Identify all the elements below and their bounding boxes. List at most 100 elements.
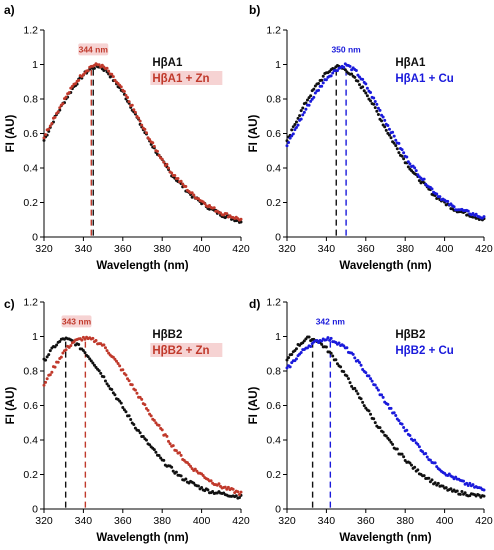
data-point — [176, 177, 180, 181]
data-point — [359, 363, 363, 367]
data-point — [70, 84, 74, 88]
data-point — [380, 393, 384, 397]
x-axis-title: Wavelength (nm) — [339, 260, 431, 272]
data-point — [291, 125, 295, 129]
data-point — [353, 75, 357, 79]
data-point — [178, 451, 182, 455]
data-point — [67, 91, 71, 95]
data-point — [394, 138, 398, 142]
x-tick-label: 360 — [114, 515, 132, 527]
data-point — [143, 403, 147, 407]
data-point — [293, 122, 297, 126]
data-point — [168, 442, 172, 446]
data-point — [152, 448, 156, 452]
data-point — [179, 179, 183, 183]
data-point — [307, 103, 311, 107]
data-point — [203, 202, 207, 206]
y-tick-label: 0.4 — [23, 163, 38, 175]
data-point — [234, 494, 238, 498]
data-point — [285, 144, 289, 148]
y-tick-label: 1.2 — [23, 297, 38, 309]
data-point — [375, 386, 379, 390]
x-tick-label: 360 — [357, 515, 375, 527]
data-point — [381, 430, 385, 434]
data-point — [160, 428, 164, 432]
data-point — [446, 199, 450, 203]
data-point — [299, 109, 303, 113]
data-point — [466, 483, 470, 487]
data-point — [225, 212, 229, 216]
data-point — [395, 447, 399, 451]
data-point — [433, 461, 437, 465]
data-point — [345, 374, 349, 378]
data-point — [146, 408, 150, 412]
x-tick-label: 340 — [75, 243, 93, 255]
data-point — [369, 377, 373, 381]
data-point — [394, 413, 398, 417]
data-point — [167, 439, 171, 443]
data-point — [135, 391, 139, 395]
x-tick-label: 360 — [357, 243, 375, 255]
legend-entry: HβA1 — [152, 57, 183, 69]
data-point — [107, 69, 111, 73]
data-point — [400, 422, 404, 426]
data-point — [42, 383, 46, 387]
data-point — [438, 195, 442, 199]
data-point — [55, 343, 59, 347]
y-tick-label: 0.2 — [23, 197, 38, 209]
data-point — [334, 358, 338, 362]
data-point — [301, 106, 305, 110]
data-point — [58, 106, 62, 110]
data-point — [294, 125, 298, 129]
data-point — [83, 351, 87, 355]
data-point — [174, 449, 178, 453]
data-point — [365, 86, 369, 90]
data-point — [45, 377, 49, 381]
data-point — [211, 490, 215, 494]
data-point — [288, 365, 292, 369]
chart-panel-3: c) 0 0.2 0.4 0.6 0.8 1 1.2 320 340 360 380 400 420 Wav… — [4, 297, 250, 545]
y-tick-label: 0.4 — [23, 435, 38, 447]
data-point — [367, 374, 371, 378]
data-point — [367, 409, 371, 413]
y-tick-label: 0.2 — [23, 469, 38, 481]
data-point — [482, 494, 486, 498]
data-point — [482, 215, 486, 219]
data-point — [381, 115, 385, 119]
data-point — [449, 487, 453, 491]
data-point — [413, 465, 417, 469]
data-point — [356, 358, 360, 362]
data-point — [206, 488, 210, 492]
data-point — [137, 116, 141, 120]
data-point — [433, 481, 437, 485]
data-point — [369, 90, 373, 94]
data-point — [103, 346, 107, 350]
y-tick-label: 1.2 — [266, 25, 281, 37]
data-point — [290, 128, 294, 132]
data-point — [86, 69, 90, 73]
annotation-background — [61, 315, 92, 328]
data-point — [343, 68, 347, 72]
x-tick-label: 420 — [475, 243, 493, 255]
data-point — [350, 72, 354, 76]
data-point — [165, 434, 169, 438]
data-point — [231, 487, 235, 491]
data-point — [312, 95, 316, 99]
peak-annotation: 343 nm — [62, 316, 92, 326]
data-point — [378, 426, 382, 430]
data-point — [74, 82, 78, 86]
y-tick-label: 0 — [275, 232, 281, 244]
data-point — [50, 370, 54, 374]
data-point — [391, 442, 395, 446]
data-point — [348, 381, 352, 385]
data-point — [458, 492, 462, 496]
data-point — [285, 366, 289, 370]
data-point — [137, 429, 141, 433]
x-tick-label: 400 — [436, 243, 454, 255]
data-point — [321, 74, 325, 78]
data-point — [405, 428, 409, 432]
data-point — [392, 411, 396, 415]
data-point — [392, 141, 396, 145]
data-point — [86, 355, 90, 359]
